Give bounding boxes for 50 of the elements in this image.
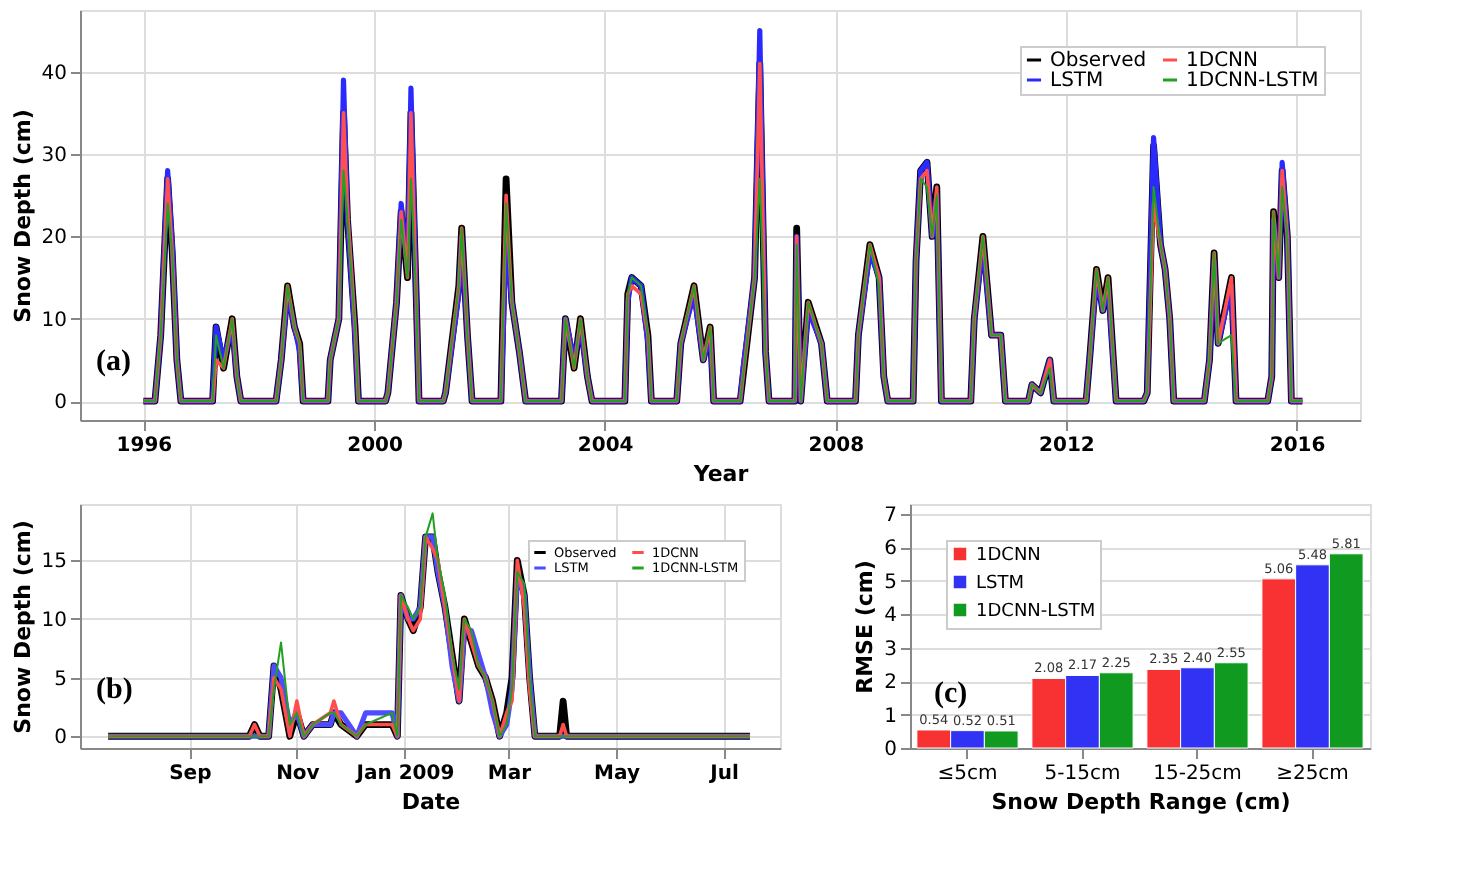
y-tick-label: 0 [54,392,67,415]
x-tick-label: Mar [487,763,532,785]
y-tick-label: 4 [884,605,897,628]
y-tick-label: 5 [54,668,67,691]
line-series [142,169,1304,403]
x-tick-label: Jul [708,763,739,785]
annotation: (b) [96,674,133,706]
legend-label: 1DCNN [1186,50,1259,72]
legend-label: 1DCNN-LSTM [1186,70,1319,92]
x-tick-label: Jan 2009 [354,763,455,785]
x-tick-label: 2008 [808,435,865,457]
y-tick-label: 10 [41,609,67,632]
x-axis-title: Date [401,789,461,815]
y-axis-title: Snow Depth (cm) [9,109,36,323]
y-tick-label: 20 [41,227,67,250]
y-tick-label: 6 [884,538,897,561]
x-axis-title: Year [691,461,750,487]
x-tick-label: 2012 [1039,435,1095,457]
x-tick-label: May [594,763,641,785]
y-tick-label: 3 [884,638,897,661]
x-tick-label: 2000 [347,435,403,457]
x-tick-label: 15-25cm [1153,763,1242,785]
legend-label: 1DCNN-LSTM [976,602,1096,622]
legend-label: LSTM [1050,70,1104,92]
x-tick-label: 2016 [1269,435,1326,457]
y-tick-label: 0 [54,727,67,750]
y-tick-label: 7 [884,505,897,528]
legend-label: LSTM [976,574,1024,594]
x-axis-title: Snow Depth Range (cm) [991,789,1291,815]
legend-label: Observed [1050,50,1147,72]
x-tick-label: Sep [169,763,212,785]
y-axis-title: Snow Depth (cm) [9,520,36,734]
y-tick-label: 5 [884,571,897,594]
annotation: (c) [934,678,968,710]
y-axis-title: RMSE (cm) [852,560,879,694]
x-tick-label: ≤5cm [937,763,998,785]
y-tick-label: 30 [41,145,67,168]
y-tick-label: 15 [41,551,67,574]
y-tick-label: 0 [884,739,897,761]
x-tick-label: 1996 [116,435,173,457]
annotation: (a) [96,346,131,378]
x-tick-label: ≥25cm [1276,763,1349,785]
legend-label: 1DCNN [976,546,1041,566]
x-tick-label: Nov [276,763,321,785]
y-tick-label: 2 [884,672,897,695]
y-tick-label: 10 [41,309,67,332]
x-tick-label: 5-15cm [1044,763,1121,785]
y-tick-label: 1 [884,705,897,728]
y-tick-label: 40 [41,62,67,85]
x-tick-label: 2004 [577,435,634,457]
